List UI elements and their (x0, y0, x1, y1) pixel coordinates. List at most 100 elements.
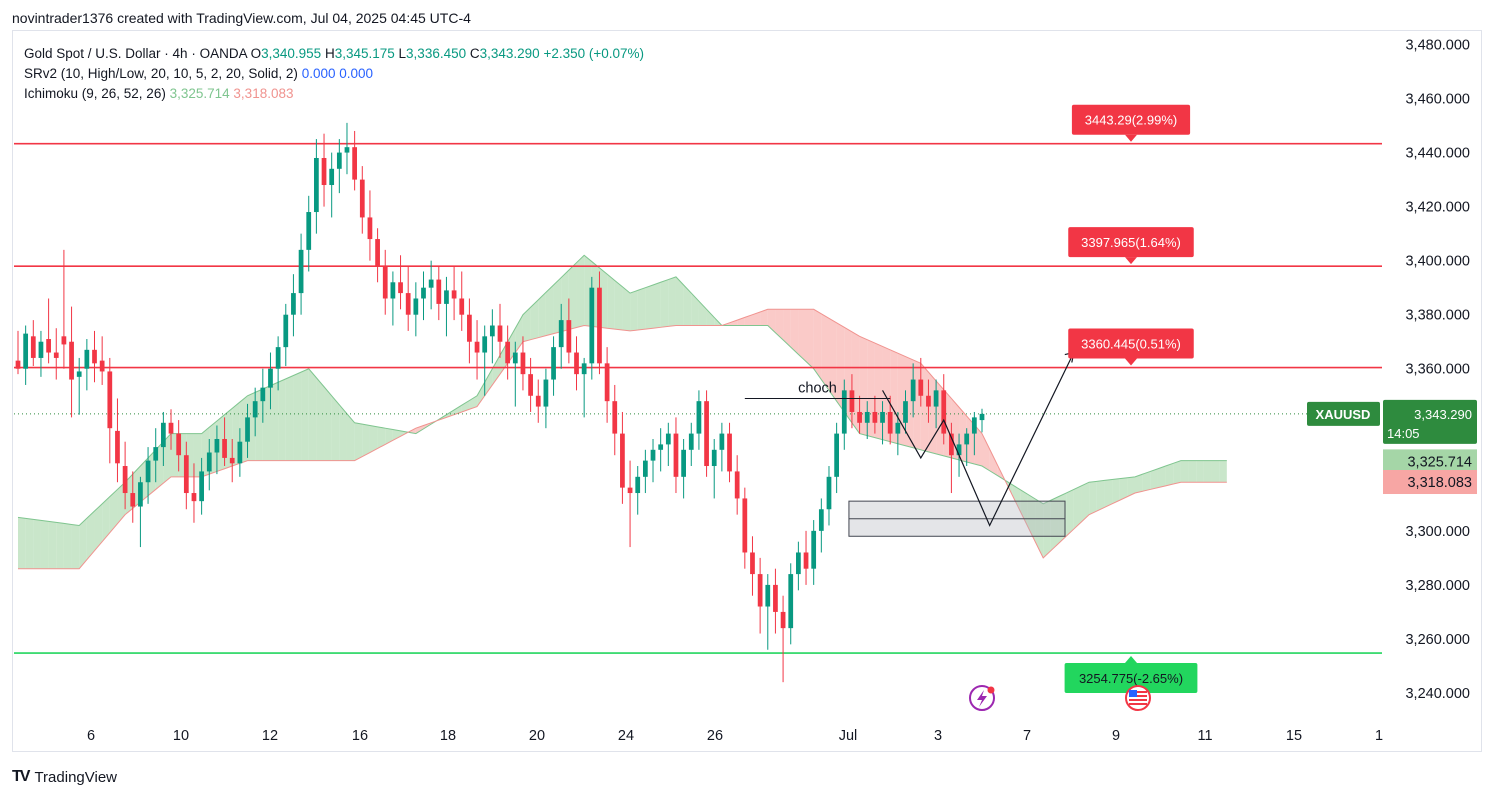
candle (780, 595, 786, 683)
candle (849, 374, 855, 429)
candle (168, 409, 174, 450)
cloud-segment (354, 422, 363, 461)
candle-body (245, 417, 250, 442)
candle (214, 425, 220, 475)
srv2-label: SRv2 (10, High/Low, 20, 10, 5, 2, 20, So… (24, 66, 298, 81)
drawings: choch (744, 351, 1075, 527)
time-tick-label: 18 (440, 728, 456, 744)
candle-body (321, 157, 327, 186)
candle (405, 266, 411, 331)
candle-body (803, 552, 809, 569)
candle (979, 408, 985, 433)
candle-body (344, 147, 350, 153)
candle-body (107, 371, 113, 429)
cloud-segment (1165, 463, 1174, 486)
event-icons[interactable] (969, 685, 1151, 711)
cloud-segment (477, 382, 485, 407)
cloud-segment (783, 309, 791, 348)
candle (612, 384, 618, 456)
candle-body (359, 179, 365, 218)
candle (352, 130, 358, 191)
current-price-box (1383, 399, 1477, 444)
candle (107, 357, 113, 464)
cloud-segment (867, 339, 875, 438)
candle-body (597, 287, 602, 364)
candle (520, 336, 526, 391)
candle-body (23, 333, 29, 369)
candle-body (268, 368, 273, 388)
symbol-legend-row[interactable]: Gold Spot / U.S. Dollar · 4h · OANDA O3,… (24, 44, 644, 64)
candle-body (581, 363, 587, 375)
us-flag-event-icon[interactable] (1125, 685, 1151, 711)
support-level-tag: 3254.775(-2.65%) (1064, 656, 1198, 694)
candle (382, 249, 388, 315)
tradingview-logo-icon: TV (12, 768, 31, 785)
candle-body (841, 390, 847, 434)
cloud-segment (530, 299, 539, 340)
cloud-segment (1196, 460, 1204, 483)
bar-countdown: 14:05 (1387, 426, 1420, 441)
flag-stripe (1129, 691, 1147, 693)
candle (497, 303, 503, 358)
cloud-segment (79, 518, 87, 569)
candle-body (505, 341, 511, 364)
candle (306, 195, 312, 272)
cloud-segment (905, 356, 914, 448)
cloud-segment (339, 404, 347, 461)
candle (191, 463, 197, 523)
candle (719, 422, 725, 472)
cloud-segment (645, 284, 654, 330)
candle-body (926, 395, 931, 407)
price-tick-label: 3,480.000 (1405, 38, 1470, 54)
candle (903, 390, 908, 434)
candle-body (872, 411, 878, 423)
candle-body (451, 290, 457, 299)
candle (344, 122, 350, 175)
candle-body (306, 212, 312, 250)
candle-body (551, 347, 556, 380)
price-axis[interactable]: 3,240.000 3,260.000 3,280.000 3,300.000 3,32… (1405, 38, 1470, 702)
level-tag-text: 3397.965(1.64%) (1081, 235, 1181, 250)
footer-branding[interactable]: TV TradingView (12, 768, 117, 786)
candle (627, 460, 633, 548)
candle-body (520, 352, 526, 375)
srv2-legend-row[interactable]: SRv2 (10, High/Low, 20, 10, 5, 2, 20, So… (24, 64, 644, 84)
candle (237, 428, 243, 477)
candle-body (949, 433, 954, 456)
ichimoku-legend-row[interactable]: Ichimoku (9, 26, 52, 26) 3,325.714 3,318… (24, 84, 644, 104)
candle-body (260, 387, 266, 402)
candle-body (76, 371, 82, 377)
cloud-segment (614, 280, 623, 331)
cloud-segment (691, 293, 699, 326)
cloud-segment (109, 489, 118, 533)
cloud-segment (1188, 460, 1197, 483)
cloud-segment (461, 400, 470, 412)
time-axis[interactable]: 6 10 12 16 18 20 24 26 Jul 3 7 9 11 15 1 (87, 728, 1383, 744)
ohlc-low-label: L (398, 46, 407, 61)
symbol-tag-text: XAUUSD (1316, 407, 1371, 422)
cloud-segment (262, 385, 271, 461)
candle (53, 328, 59, 380)
flag-stripe (1129, 695, 1147, 697)
cloud-segment (56, 522, 64, 569)
economic-event-icon[interactable] (969, 685, 995, 711)
cloud-value-tag: 3,325.714 (1383, 449, 1477, 474)
candle-body (61, 336, 67, 345)
candle-body (92, 349, 97, 364)
symbol-name: Gold Spot / U.S. Dollar · 4h · OANDA (24, 46, 247, 61)
symbol-price-tag[interactable]: XAUUSD (1307, 401, 1380, 426)
cloud-segment (86, 511, 95, 560)
candle-body (413, 298, 419, 315)
cloud-segment (928, 372, 937, 454)
candle-body (711, 449, 717, 467)
cloud-segment (346, 413, 355, 461)
candle-body (849, 390, 855, 412)
level-tag-box (1068, 328, 1194, 359)
current-price-tag[interactable]: 3,343.290 14:05 (1383, 399, 1477, 444)
candle (268, 352, 273, 410)
candle (895, 411, 901, 456)
candle (818, 498, 824, 553)
candle (84, 339, 90, 391)
cloud-segment (752, 312, 761, 326)
